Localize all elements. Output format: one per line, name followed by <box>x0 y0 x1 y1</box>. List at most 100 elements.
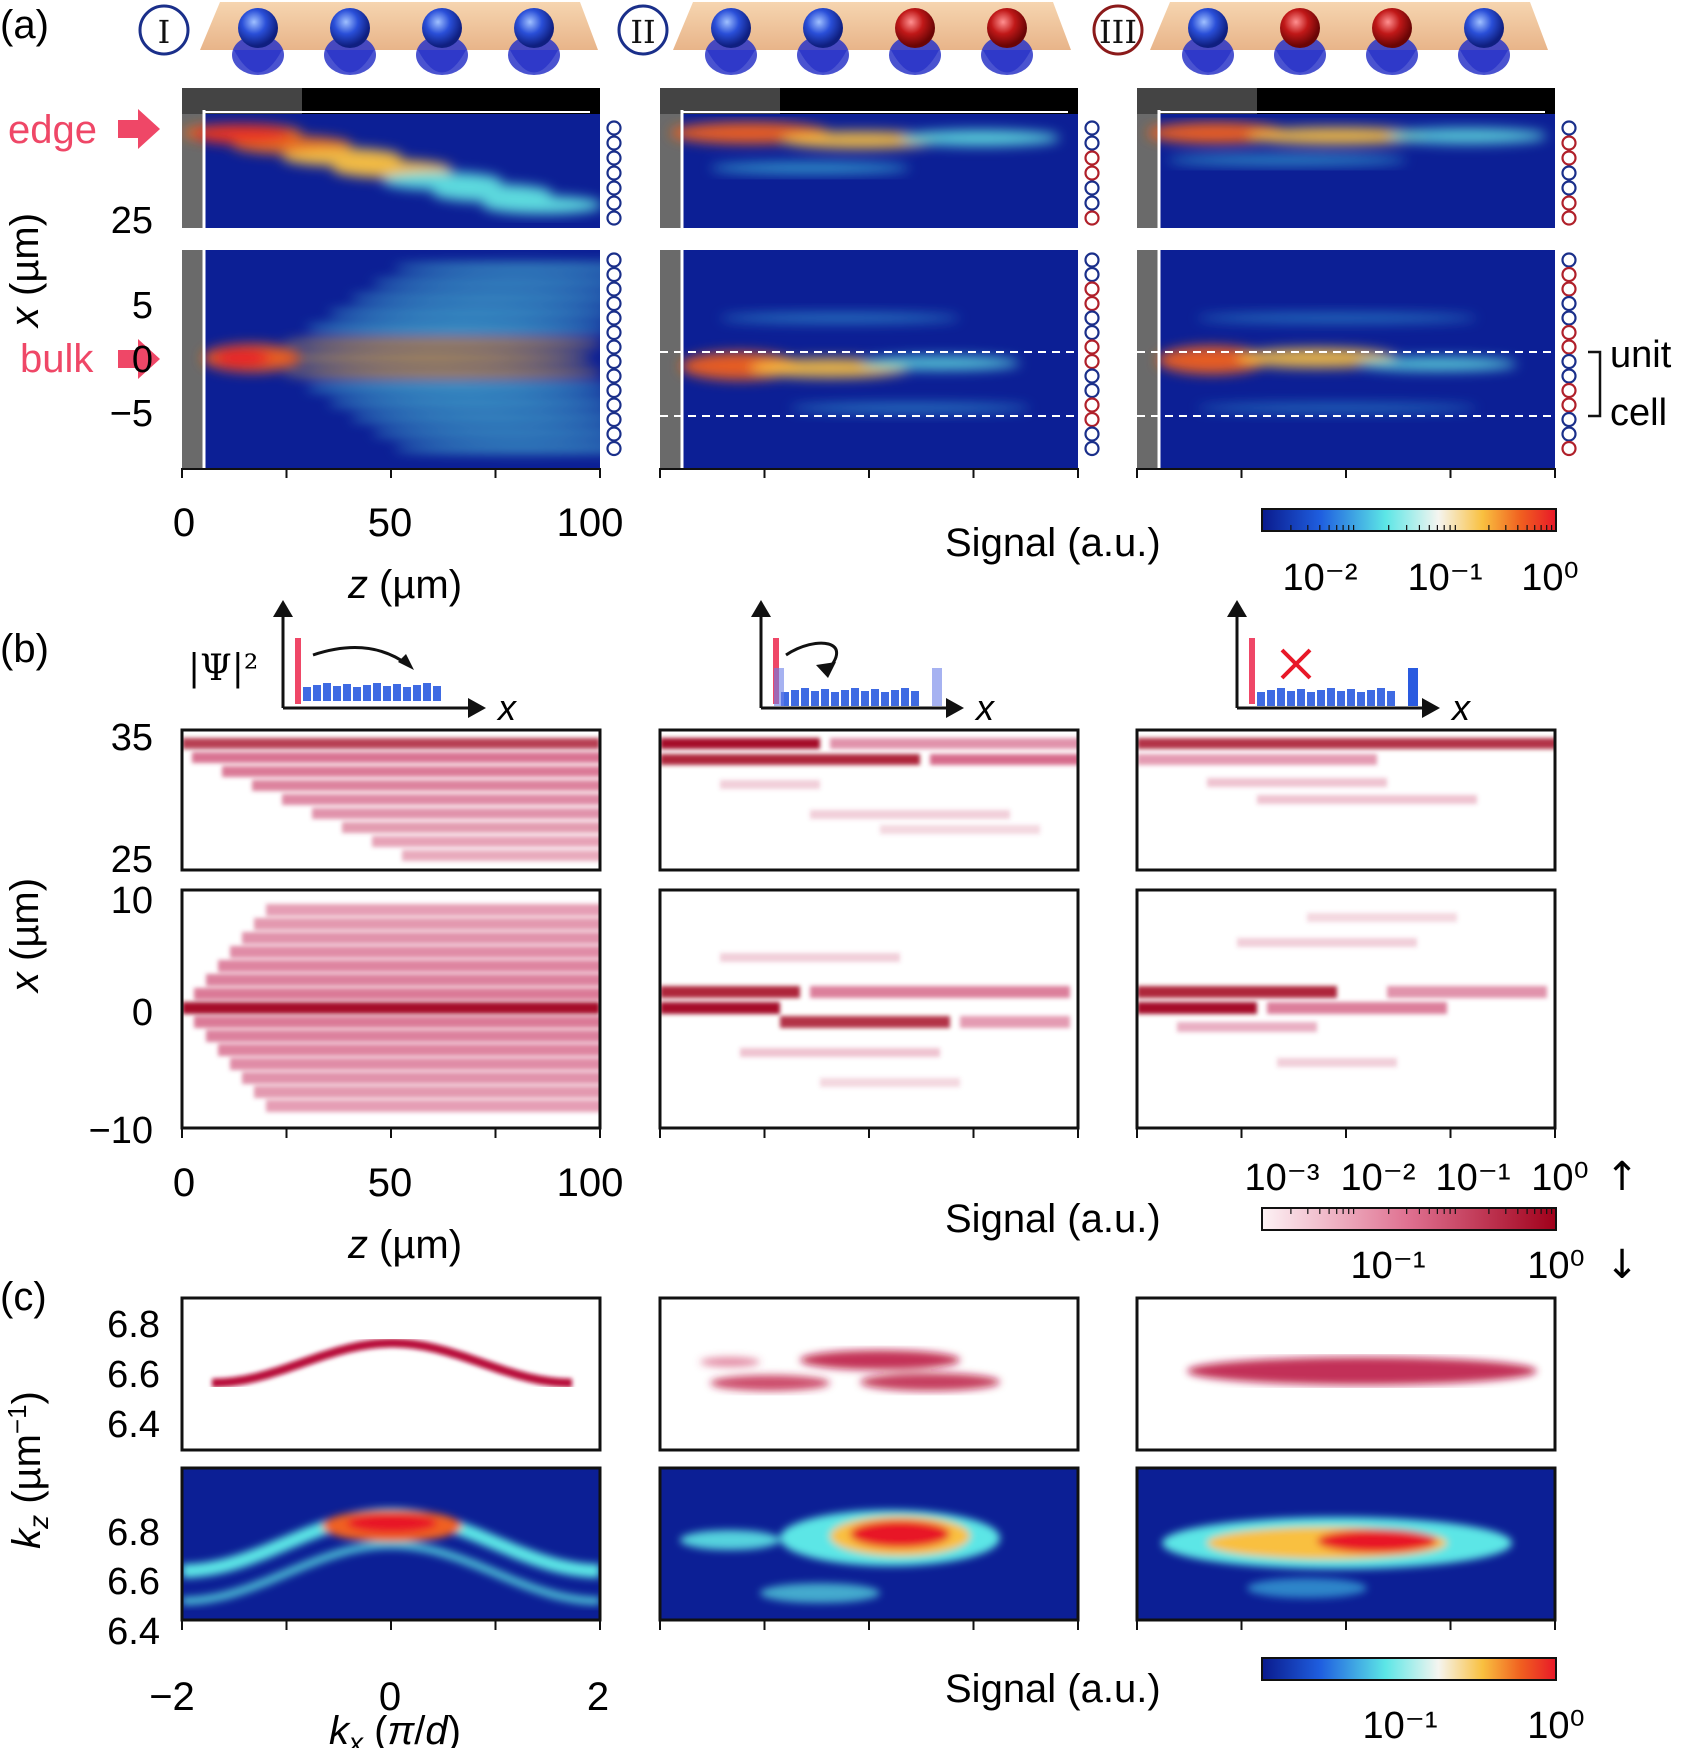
intensity-streak <box>1167 154 1407 166</box>
band-blob <box>800 1350 960 1370</box>
stray-light <box>182 88 302 114</box>
intensity-streak <box>306 383 600 393</box>
waveguide-tail <box>1460 50 1508 73</box>
mode-bar <box>433 686 441 701</box>
sim-bar <box>252 780 600 791</box>
sim-frame <box>658 728 1080 872</box>
waveguide-ring-marker <box>1561 324 1577 341</box>
intensity-streak <box>394 263 600 273</box>
intensity-streak <box>350 293 600 303</box>
sim-bars <box>660 953 1070 1087</box>
waveguide-ring-marker <box>1561 411 1577 428</box>
lattice-plate <box>673 2 1071 50</box>
band-content <box>182 1298 600 1450</box>
intensity-streak <box>710 162 910 174</box>
unit-cell-bracket <box>1588 350 1602 418</box>
sim-bar <box>660 738 820 749</box>
edge-arrow-icon <box>118 109 160 149</box>
sim-content <box>660 890 1078 1128</box>
reflect-arrowhead-icon <box>816 662 836 678</box>
sim-bar <box>266 1100 600 1112</box>
a-xtick-50: 50 <box>368 501 413 545</box>
waveguide-ring-marker <box>606 195 622 211</box>
waveguide-ring-marker <box>1561 120 1577 136</box>
waveguide-sphere <box>711 8 751 48</box>
sim-content <box>182 890 600 1128</box>
waveguide-ring-marker <box>1084 180 1100 196</box>
band-frame <box>658 1296 1080 1452</box>
band-frame <box>1135 1296 1557 1452</box>
intensity-streak <box>1357 357 1517 371</box>
waveguide-sphere <box>330 8 370 48</box>
intensity-streak <box>900 130 1060 146</box>
psi-inset-2: x <box>751 600 996 728</box>
sim-bar <box>312 808 600 819</box>
sim-bar <box>206 974 600 986</box>
sim-bar <box>780 1016 950 1028</box>
camera-stripe <box>1137 88 1159 228</box>
b-cbar-top-tick-4: 10⁰ <box>1531 1157 1589 1199</box>
mode-bar <box>1287 691 1295 706</box>
sim-bar <box>1267 1002 1447 1014</box>
waveguide-ring-marker <box>1084 120 1100 136</box>
cell-label: cell <box>1610 392 1667 434</box>
a-xtick-100: 100 <box>557 501 624 545</box>
sim-bar <box>660 1002 780 1014</box>
intensity-blobs <box>1147 122 1547 166</box>
column-header-2: II <box>617 2 1071 75</box>
b-sim-col3-bot <box>1135 888 1557 1138</box>
waveguide-tail <box>326 50 374 73</box>
a-cbar-tick-2: 10⁻¹ <box>1408 557 1483 599</box>
mode-bar <box>303 687 311 701</box>
sim-bar <box>1257 795 1477 804</box>
sim-bar <box>266 904 600 916</box>
waveguide-ring-marker <box>606 411 622 428</box>
waveguide-ring-marker <box>1084 324 1100 341</box>
mode-bar <box>363 685 371 701</box>
mode-bar <box>1257 692 1265 706</box>
column-header-3: III <box>1092 2 1548 75</box>
waveguide-ring-marker <box>1561 210 1577 226</box>
waveguide-ring-marker <box>1084 165 1100 181</box>
sim-bar <box>880 825 1040 834</box>
waveguide-ring-marker <box>1561 397 1577 413</box>
sim-bar <box>1307 913 1457 922</box>
a-ylabel: x (µm) <box>3 213 47 329</box>
sim-bar <box>230 946 600 958</box>
waveguide-sphere <box>238 8 278 48</box>
sim-bar <box>960 1016 1070 1028</box>
sim-content <box>1137 890 1555 1128</box>
map-content <box>660 88 1078 228</box>
sim-bar <box>372 836 600 847</box>
sim-bar <box>242 932 600 944</box>
b-up-arrow: ↑ <box>1605 1154 1639 1200</box>
initial-excitation-bar <box>295 638 301 704</box>
b-sim-col1-bot <box>180 888 602 1138</box>
sim-bar <box>282 794 600 805</box>
sim-bars <box>1137 913 1547 1067</box>
waveguide-ring-marker <box>606 165 622 181</box>
waveguide-ring-marker <box>1084 252 1100 268</box>
sim-bar <box>1137 1002 1257 1014</box>
b-xtick-100: 100 <box>557 1161 624 1205</box>
roman-circle <box>138 4 190 56</box>
a-colorbar-ticks <box>1290 525 1553 531</box>
c-band-col2-top <box>658 1296 1080 1452</box>
b-ytick-10: 10 <box>111 880 153 922</box>
waveguide-sphere <box>803 8 843 48</box>
b-xtick-0: 0 <box>173 1161 195 1205</box>
waveguide-ring-marker <box>606 440 622 457</box>
b-cbar-top-tick-3: 10⁻¹ <box>1436 1157 1511 1199</box>
up-arrow-icon <box>1227 600 1247 617</box>
waveguide-ring-marker <box>1084 150 1100 166</box>
band-blob <box>1187 1357 1537 1385</box>
b-sim-col2-top <box>658 728 1080 872</box>
c-xtick-0: 0 <box>379 1675 401 1719</box>
waveguide-sphere <box>895 8 935 48</box>
sim-bar <box>182 1002 600 1014</box>
waveguide-ring-marker <box>606 310 622 326</box>
mode-bar <box>1377 688 1385 706</box>
up-arrow-icon <box>273 600 293 617</box>
intensity-streak <box>192 124 292 144</box>
c-xtick-m2: −2 <box>149 1675 195 1719</box>
